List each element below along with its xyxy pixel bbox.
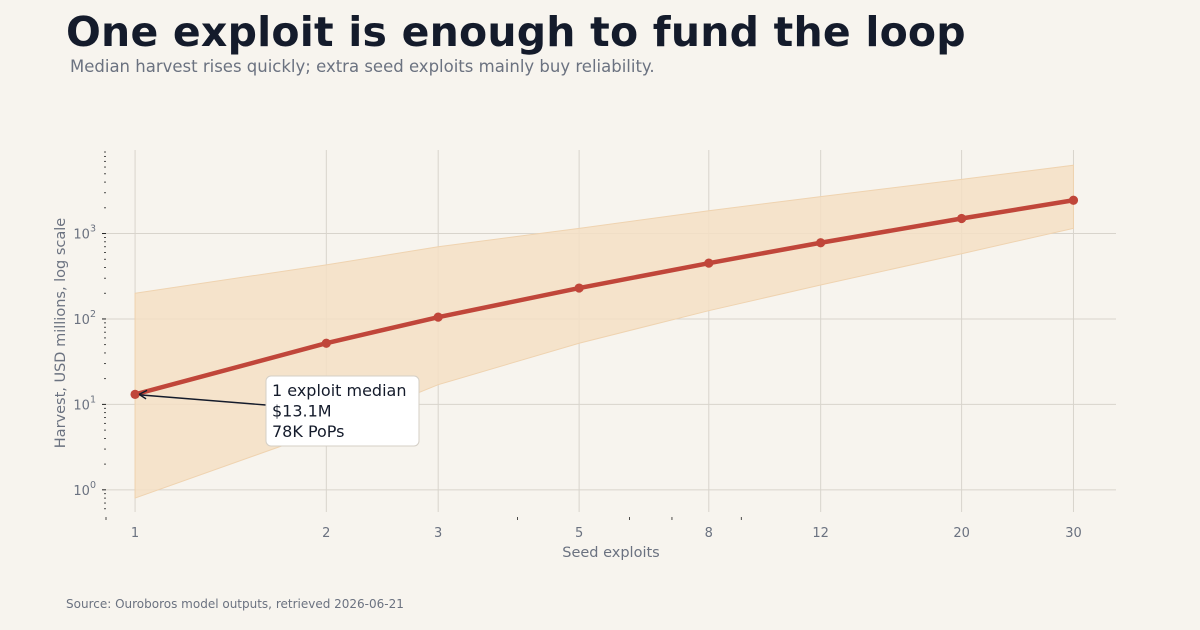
x-tick-label: 20 bbox=[953, 526, 970, 541]
x-tick-label: 30 bbox=[1065, 526, 1082, 541]
x-tick-label: 12 bbox=[812, 526, 829, 541]
uncertainty-band bbox=[134, 164, 1074, 499]
line-layer bbox=[130, 195, 1079, 399]
median-point bbox=[704, 258, 714, 268]
x-axis-label: Seed exploits bbox=[562, 545, 659, 561]
median-line bbox=[132, 198, 1076, 397]
annotation-arrow bbox=[140, 394, 267, 406]
median-point bbox=[1068, 195, 1079, 205]
y-tick-label: 103 bbox=[73, 224, 96, 243]
source-note: Source: Ouroboros model outputs, retriev… bbox=[66, 597, 404, 611]
x-tick-label: 5 bbox=[575, 526, 583, 541]
median-point bbox=[957, 213, 967, 224]
annotation-text: $13.1M bbox=[272, 402, 332, 421]
annotation-text: 78K PoPs bbox=[272, 422, 345, 441]
median-point bbox=[433, 312, 443, 322]
chart-subtitle: Median harvest rises quickly; extra seed… bbox=[70, 57, 655, 76]
y-axis-label: Harvest, USD millions, log scale bbox=[53, 218, 69, 449]
annotation-box bbox=[265, 375, 420, 447]
band-layer bbox=[134, 164, 1074, 499]
x-tick-label: 1 bbox=[131, 526, 139, 541]
annotation-text: 1 exploit median bbox=[272, 381, 406, 400]
x-tick-label: 8 bbox=[705, 526, 713, 541]
y-tick-label: 102 bbox=[73, 309, 96, 328]
x-tick-label: 3 bbox=[434, 526, 442, 541]
y-tick-label: 101 bbox=[73, 394, 96, 413]
y-tick-label: 100 bbox=[73, 480, 96, 499]
x-tick-label: 2 bbox=[322, 526, 330, 541]
median-point bbox=[130, 389, 140, 399]
median-point bbox=[321, 338, 331, 348]
median-point bbox=[816, 238, 826, 248]
annotation-arrowhead bbox=[138, 389, 148, 400]
chart-title: One exploit is enough to fund the loop bbox=[66, 8, 966, 56]
median-point bbox=[574, 283, 584, 293]
